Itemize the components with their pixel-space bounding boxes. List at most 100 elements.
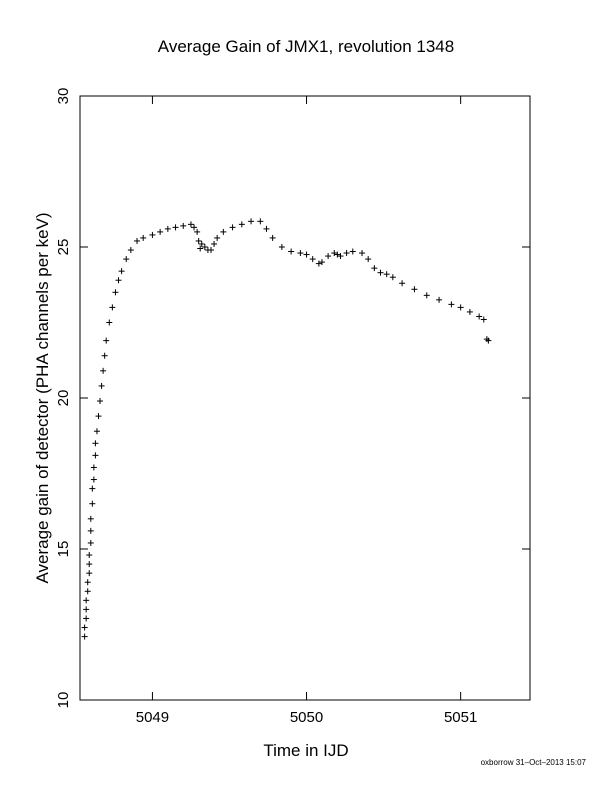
data-point: [399, 280, 406, 287]
data-point: [359, 250, 366, 257]
data-point: [191, 224, 198, 231]
data-point: [349, 248, 356, 255]
data-point: [90, 464, 97, 471]
data-point: [83, 615, 90, 622]
data-point: [211, 240, 218, 247]
data-point: [83, 597, 90, 604]
chart-title: Average Gain of JMX1, revolution 1348: [158, 37, 454, 56]
data-point: [101, 352, 108, 359]
data-point: [337, 253, 344, 260]
data-point: [480, 316, 487, 323]
data-point: [90, 476, 97, 483]
data-point: [103, 337, 110, 344]
data-point: [164, 225, 171, 232]
data-point: [257, 218, 264, 225]
data-point: [411, 286, 418, 293]
data-point: [157, 228, 164, 235]
data-point: [180, 222, 187, 229]
data-point: [423, 292, 430, 299]
data-point: [365, 256, 372, 263]
data-point: [309, 256, 316, 263]
data-point: [483, 336, 490, 343]
data-point: [92, 440, 99, 447]
data-point: [98, 382, 105, 389]
data-point: [97, 398, 104, 405]
x-tick-label: 5051: [444, 709, 477, 726]
y-axis-label: Average gain of detector (PHA channels p…: [33, 212, 52, 583]
data-point: [106, 319, 113, 326]
data-point: [263, 225, 270, 232]
data-point: [95, 413, 102, 420]
data-point: [83, 606, 90, 613]
data-point: [198, 240, 205, 247]
data-point: [87, 527, 94, 534]
data-point: [100, 367, 107, 374]
data-point: [303, 251, 310, 258]
x-axis: 5049 5050 5051: [136, 96, 477, 726]
data-point: [187, 221, 194, 228]
footer-text: oxborrow 31–Oct–2013 15:07: [481, 758, 587, 767]
data-point: [93, 428, 100, 435]
y-tick-label: 15: [55, 541, 72, 558]
data-point: [383, 271, 390, 278]
data-point: [448, 301, 455, 308]
data-point: [194, 228, 201, 235]
data-points: [81, 218, 492, 640]
data-point: [229, 224, 236, 231]
y-axis: 10 15 20 25 30: [55, 88, 530, 709]
data-point: [457, 304, 464, 311]
data-point: [389, 274, 396, 281]
data-point: [84, 579, 91, 586]
data-point: [87, 515, 94, 522]
data-point: [81, 633, 88, 640]
data-point: [197, 245, 204, 252]
data-point: [87, 539, 94, 546]
data-point: [89, 500, 96, 507]
data-point: [318, 259, 325, 266]
data-point: [195, 237, 202, 244]
data-point: [466, 308, 473, 315]
data-point: [371, 265, 378, 272]
data-point: [134, 237, 141, 244]
data-point: [81, 624, 88, 631]
plot-frame: [79, 95, 531, 701]
data-point: [315, 260, 322, 267]
data-point: [172, 224, 179, 231]
data-point: [207, 247, 214, 254]
data-point: [476, 313, 483, 320]
x-axis-label: Time in IJD: [263, 741, 348, 760]
data-point: [140, 234, 147, 241]
x-tick-label: 5049: [136, 709, 169, 726]
data-point: [288, 248, 295, 255]
data-point: [127, 247, 134, 254]
data-point: [220, 228, 227, 235]
data-point: [86, 552, 93, 559]
data-point: [325, 253, 332, 260]
data-point: [269, 234, 276, 241]
y-tick-label: 25: [55, 239, 72, 256]
y-tick-label: 10: [55, 692, 72, 709]
data-point: [248, 218, 255, 225]
data-point: [238, 221, 245, 228]
data-point: [118, 268, 125, 275]
data-point: [84, 588, 91, 595]
data-point: [436, 296, 443, 303]
data-point: [297, 250, 304, 257]
data-point: [89, 485, 96, 492]
data-point: [201, 244, 208, 250]
data-point: [109, 304, 116, 311]
data-point: [86, 570, 93, 577]
data-point: [278, 244, 285, 250]
data-point: [149, 231, 156, 238]
y-tick-label: 30: [55, 88, 72, 105]
y-tick-label: 20: [55, 390, 72, 407]
x-tick-label: 5050: [290, 709, 323, 726]
data-point: [343, 250, 350, 257]
data-point: [331, 250, 338, 257]
data-point: [377, 269, 384, 276]
data-point: [214, 234, 221, 241]
data-point: [115, 277, 122, 284]
data-point: [92, 452, 99, 459]
data-point: [123, 256, 130, 263]
